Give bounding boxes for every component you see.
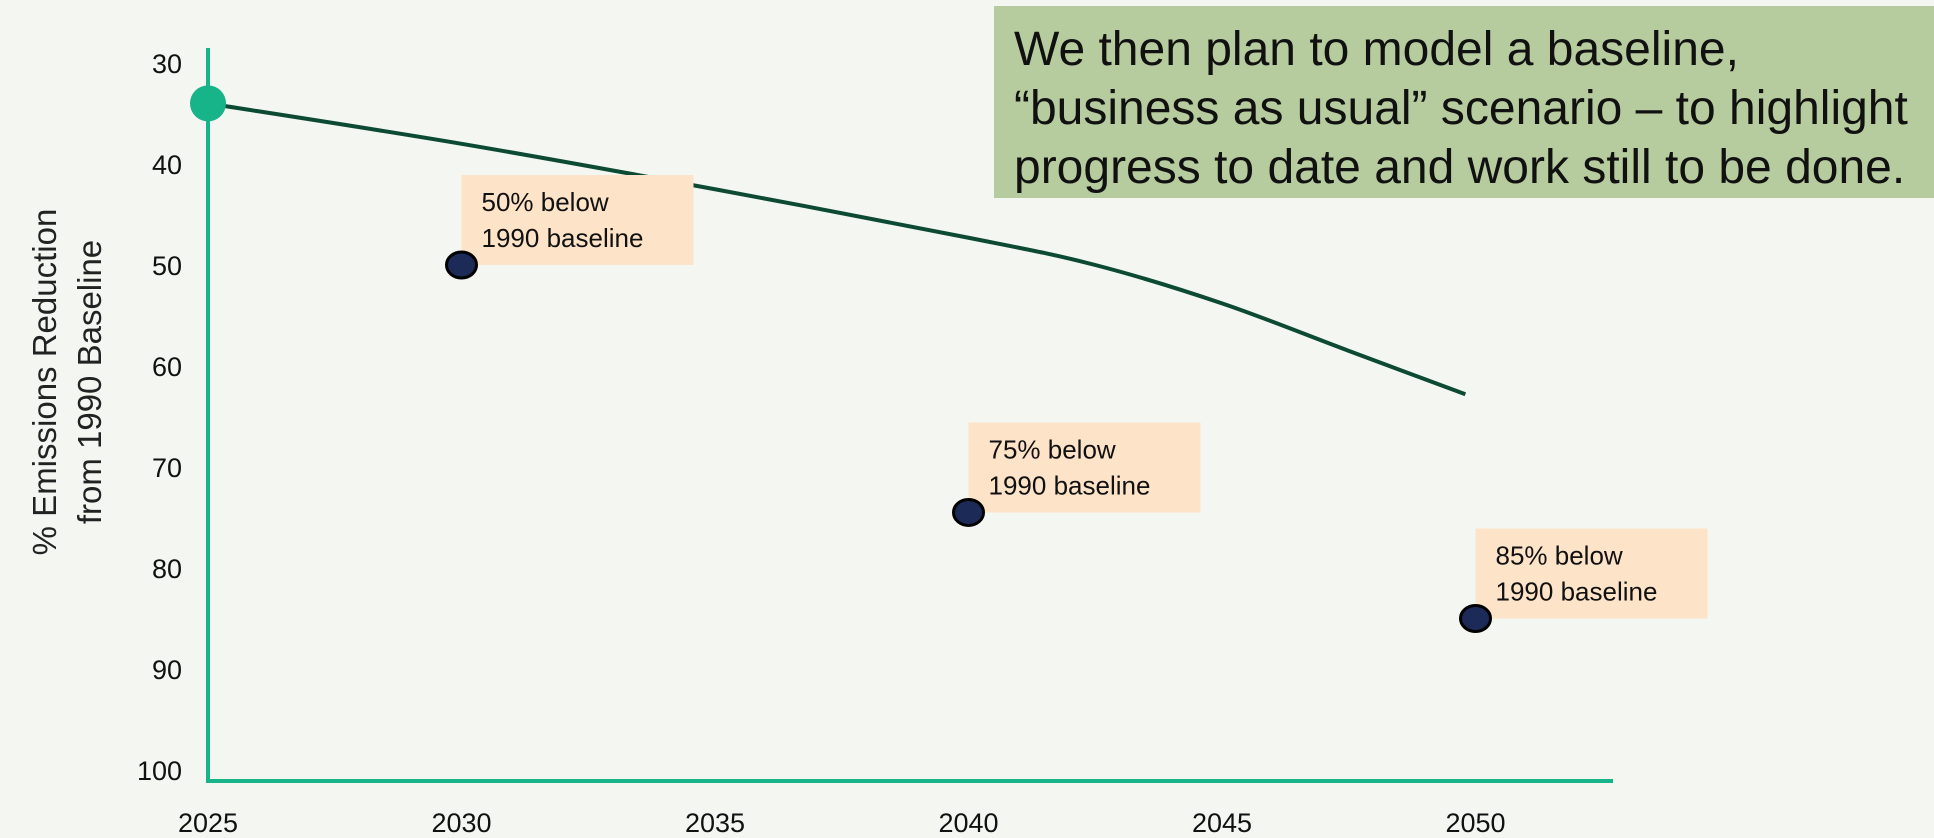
target-annotation-text: 85% below — [1496, 541, 1623, 571]
x-tick-label: 2040 — [938, 808, 998, 838]
target-annotation-text: 50% below — [482, 187, 609, 217]
y-tick-label: 40 — [152, 150, 182, 180]
y-tick-label: 70 — [152, 453, 182, 483]
target-annotation-text: 1990 baseline — [1496, 577, 1658, 607]
target-marker — [952, 497, 985, 527]
target-annotation-box — [461, 175, 694, 265]
y-tick-label: 60 — [152, 352, 182, 382]
target-annotation-box — [1475, 528, 1708, 619]
x-tick-label: 2025 — [178, 808, 238, 838]
target-annotation-text: 1990 baseline — [989, 470, 1151, 500]
y-axis-label-line: % Emissions Reduction — [26, 209, 63, 556]
target-marker — [1459, 604, 1492, 633]
callout-box: We then plan to model a baseline, “busin… — [994, 6, 1934, 198]
y-tick-label: 80 — [152, 554, 182, 584]
start-point-marker — [190, 85, 226, 122]
y-tick-label: 100 — [137, 756, 182, 786]
target-annotation-text: 75% below — [989, 434, 1116, 464]
x-tick-label: 2030 — [431, 808, 491, 838]
callout-line-2: “business as usual” scenario – to highli… — [1014, 82, 1908, 135]
y-axis-label: % Emissions Reduction from 1990 Baseline — [26, 209, 108, 556]
x-tick-label: 2050 — [1445, 808, 1505, 838]
x-tick-label: 2045 — [1192, 808, 1252, 838]
baseline-series-line — [207, 101, 1467, 397]
target-marker — [445, 250, 478, 280]
callout-line-1: We then plan to model a baseline, — [1014, 23, 1739, 76]
callout-line-3: progress to date and work still to be do… — [1014, 141, 1906, 194]
y-axis-label-line: from 1990 Baseline — [71, 240, 108, 524]
y-tick-label: 50 — [152, 251, 182, 281]
y-tick-label: 90 — [152, 655, 182, 685]
target-annotation-box — [968, 422, 1201, 513]
y-tick-label: 30 — [152, 49, 182, 79]
x-tick-label: 2035 — [685, 808, 745, 838]
target-annotation-text: 1990 baseline — [482, 223, 644, 253]
